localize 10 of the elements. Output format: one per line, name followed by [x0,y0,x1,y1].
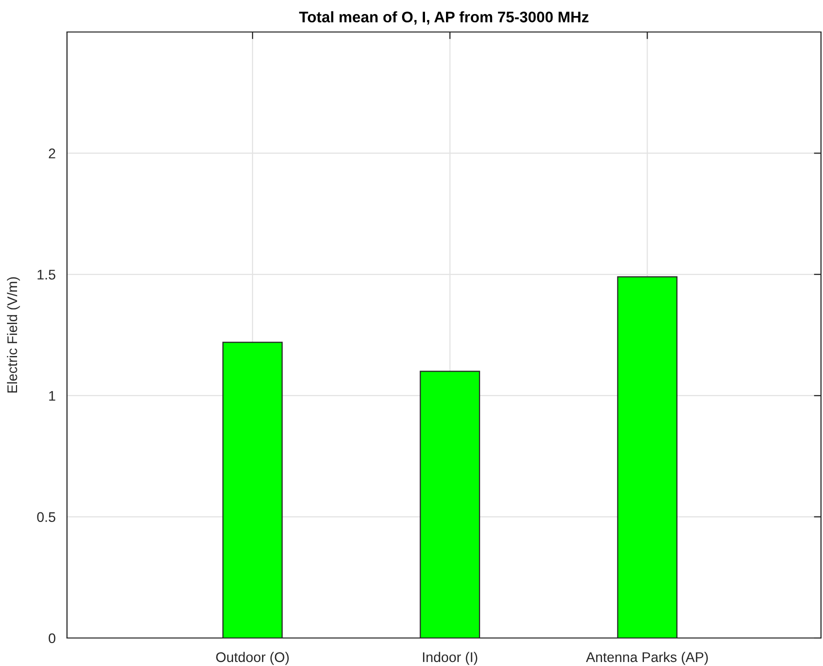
y-tick-label: 0.5 [37,512,56,522]
y-tick-label: 1.5 [38,270,56,280]
y-tick-label: 0 [48,633,56,644]
x-tick-label: Antenna Parks (AP) [586,652,708,665]
x-tick-label: Outdoor (O) [216,652,289,665]
x-tick-label: Indoor (I) [423,652,478,665]
y-tick-label: 2 [48,148,56,158]
y-axis-title: Electric Field (V/m) [6,277,20,393]
chart-title: Total mean of O, I, AP from 75-3000 MHz [299,11,588,25]
y-tick-label: 1 [49,391,56,401]
